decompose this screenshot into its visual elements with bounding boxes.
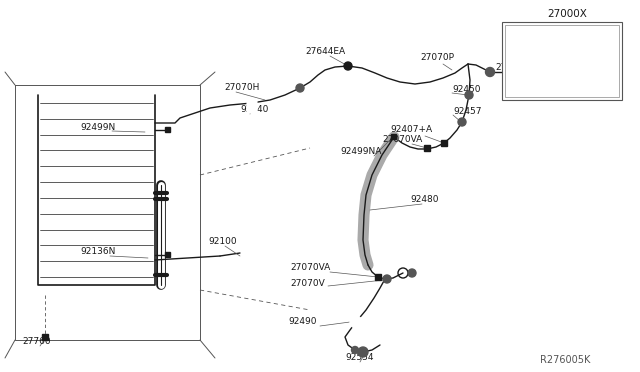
Circle shape	[350, 316, 362, 328]
Bar	[391, 134, 396, 139]
Bar	[375, 274, 381, 280]
Bar	[441, 140, 447, 146]
Text: 92499NA: 92499NA	[340, 148, 381, 157]
Text: 27070P: 27070P	[420, 54, 454, 62]
Text: 27070V: 27070V	[290, 279, 324, 288]
Circle shape	[383, 275, 391, 283]
Text: 27070H: 27070H	[224, 83, 259, 93]
Circle shape	[486, 67, 495, 77]
Circle shape	[351, 346, 358, 353]
Circle shape	[296, 84, 304, 92]
Text: 27000X: 27000X	[547, 9, 587, 19]
Circle shape	[408, 269, 416, 277]
Bar	[165, 252, 170, 257]
Circle shape	[465, 91, 473, 99]
Text: 92440: 92440	[240, 106, 268, 115]
Text: 92100: 92100	[208, 237, 237, 247]
Text: 92490: 92490	[288, 317, 317, 327]
FancyBboxPatch shape	[247, 99, 257, 113]
Circle shape	[507, 69, 513, 75]
Bar	[502, 22, 622, 100]
Text: 27760: 27760	[22, 337, 51, 346]
Text: 92457: 92457	[453, 108, 481, 116]
Text: R276005K: R276005K	[540, 355, 590, 365]
Text: 92407+A: 92407+A	[390, 125, 432, 135]
Circle shape	[344, 62, 352, 70]
Bar	[165, 127, 170, 132]
Text: 92450: 92450	[452, 86, 481, 94]
Text: CAUTION: CAUTION	[548, 76, 576, 80]
Circle shape	[358, 347, 368, 357]
Bar	[505, 25, 619, 97]
Text: 92480: 92480	[410, 196, 438, 205]
Text: 27070VA: 27070VA	[382, 135, 422, 144]
Bar	[424, 145, 430, 151]
Circle shape	[458, 118, 466, 126]
Bar	[42, 334, 48, 340]
Text: AIR CONDITIONER: AIR CONDITIONER	[534, 31, 591, 35]
Text: 27070VA: 27070VA	[290, 263, 330, 273]
Text: 27644EA: 27644EA	[305, 48, 345, 57]
Text: 92136N: 92136N	[80, 247, 115, 257]
Text: 27070E: 27070E	[495, 64, 529, 73]
Text: 92499N: 92499N	[80, 124, 115, 132]
Text: 92554: 92554	[345, 353, 374, 362]
